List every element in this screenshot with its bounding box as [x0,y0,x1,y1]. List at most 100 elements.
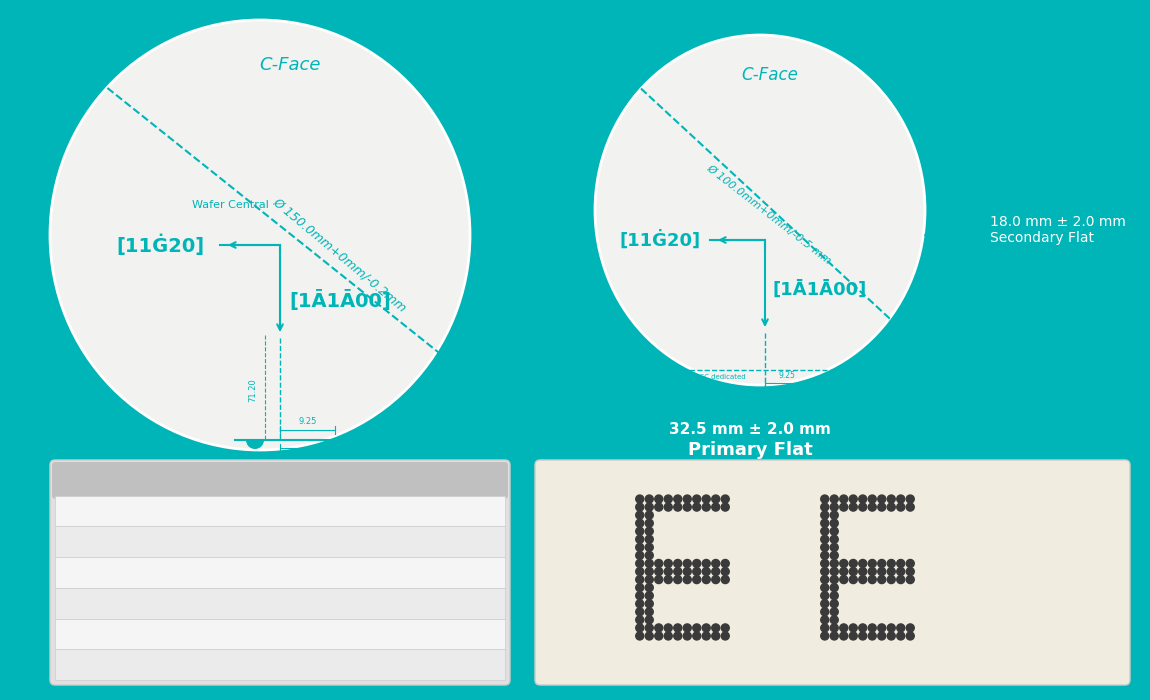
Circle shape [645,568,653,575]
Circle shape [830,559,838,568]
Text: SPACING: SPACING [810,472,856,482]
Circle shape [877,568,886,575]
Text: 0: 0 [738,633,744,643]
Circle shape [645,592,653,600]
Circle shape [830,616,838,624]
Circle shape [665,624,673,632]
Circle shape [645,503,653,511]
Text: Double Density OCR Font (10×18 Dot Matrix): Double Density OCR Font (10×18 Dot Matri… [222,505,491,517]
Text: Thickness: Thickness [102,596,161,610]
Circle shape [674,568,682,575]
Circle shape [654,632,662,640]
Circle shape [654,495,662,503]
Circle shape [674,575,682,584]
Circle shape [906,559,914,568]
Circle shape [868,632,876,640]
Text: 0.812mm±0.025mm: 0.812mm±0.025mm [296,566,417,579]
Circle shape [897,575,905,584]
Circle shape [888,503,895,511]
Circle shape [906,503,914,511]
FancyBboxPatch shape [55,619,505,650]
Circle shape [645,527,653,536]
Circle shape [877,503,886,511]
Circle shape [840,495,848,503]
Circle shape [840,632,848,640]
Circle shape [654,568,662,575]
Text: 9.25: 9.25 [779,370,796,379]
Circle shape [849,559,857,568]
Circle shape [821,568,829,575]
Circle shape [703,559,711,568]
Text: 123456789⁰¹: 123456789⁰¹ [322,439,368,445]
Circle shape [859,624,867,632]
Circle shape [683,624,691,632]
Ellipse shape [595,35,925,385]
Text: 18.0 mm ± 2.0 mm
Secondary Flat: 18.0 mm ± 2.0 mm Secondary Flat [990,215,1126,245]
Circle shape [692,495,700,503]
Circle shape [877,495,886,503]
Circle shape [888,624,895,632]
Circle shape [665,575,673,584]
Circle shape [665,632,673,640]
Circle shape [665,503,673,511]
Circle shape [859,568,867,575]
Text: 71.20: 71.20 [248,378,258,402]
Circle shape [821,584,829,592]
Circle shape [821,511,829,519]
Circle shape [868,559,876,568]
Circle shape [840,503,848,511]
Circle shape [654,559,662,568]
Wedge shape [246,440,264,449]
Text: 0: 0 [923,633,929,643]
FancyBboxPatch shape [535,460,1130,685]
Text: C-Face: C-Face [742,66,798,84]
Circle shape [821,552,829,559]
Circle shape [665,559,673,568]
FancyBboxPatch shape [55,557,505,588]
Circle shape [840,624,848,632]
Circle shape [654,575,662,584]
Circle shape [721,575,729,584]
Text: 0.200mm+0.050mm/-0.150mm: 0.200mm+0.050mm/-0.150mm [263,596,450,610]
Circle shape [645,519,653,527]
Circle shape [712,624,720,632]
Circle shape [868,624,876,632]
Text: [1Ā1Ā00]: [1Ā1Ā00] [289,290,391,311]
Circle shape [692,559,700,568]
Text: HEIGHT: HEIGHT [585,568,624,578]
Circle shape [645,511,653,519]
Circle shape [721,624,729,632]
Circle shape [674,632,682,640]
Circle shape [859,575,867,584]
Circle shape [665,495,673,503]
Circle shape [897,503,905,511]
Text: Font: Font [118,505,144,517]
Circle shape [830,552,838,559]
Circle shape [683,495,691,503]
Circle shape [636,592,644,600]
Circle shape [849,495,857,503]
Circle shape [703,632,711,640]
Circle shape [859,559,867,568]
Circle shape [636,584,644,592]
Circle shape [645,543,653,552]
Text: WIDTH: WIDTH [990,665,1026,675]
Circle shape [636,616,644,624]
Circle shape [840,559,848,568]
Circle shape [721,495,729,503]
Text: 1.420mm±0.025mm: 1.420mm±0.025mm [296,627,417,640]
Circle shape [703,624,711,632]
FancyBboxPatch shape [55,496,505,526]
Circle shape [636,495,644,503]
Circle shape [674,495,682,503]
Circle shape [636,568,644,575]
Text: Character: Character [100,474,162,487]
Circle shape [636,575,644,584]
Circle shape [712,559,720,568]
Text: Height: Height [112,536,151,548]
Circle shape [683,568,691,575]
Circle shape [645,600,653,608]
FancyBboxPatch shape [49,460,509,685]
Circle shape [897,632,905,640]
Text: Spacing: Spacing [108,627,155,640]
